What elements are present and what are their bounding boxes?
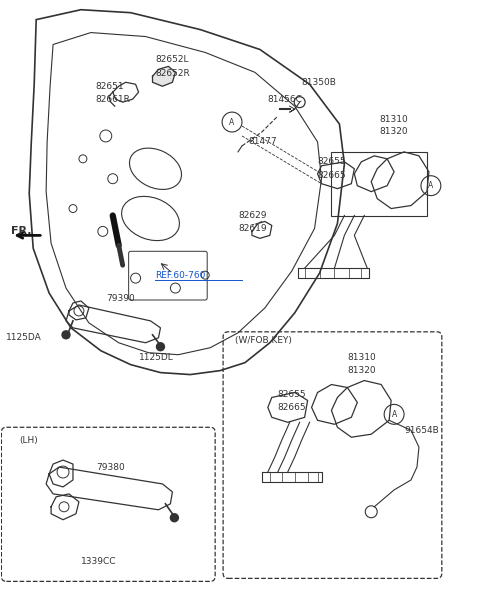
Circle shape [170,514,179,522]
Text: A: A [229,118,235,127]
Text: 81310: 81310 [379,115,408,124]
Text: 82655: 82655 [318,157,346,166]
Text: (LH): (LH) [19,436,38,444]
Text: 82651: 82651 [96,82,124,91]
Text: 91654B: 91654B [404,426,439,435]
Text: 82665: 82665 [318,171,346,180]
Text: 82655: 82655 [278,390,306,399]
Text: 81350B: 81350B [301,78,336,87]
Text: 82619: 82619 [238,224,266,233]
Circle shape [156,343,165,351]
Text: 82661R: 82661R [96,95,131,104]
Text: 1339CC: 1339CC [81,557,117,566]
Text: REF.60-760: REF.60-760 [156,271,206,280]
Text: 1125DA: 1125DA [6,333,42,343]
Text: 1125DL: 1125DL [139,353,173,362]
Text: 81477: 81477 [248,137,276,147]
Text: 81320: 81320 [348,366,376,375]
Text: (W/FOB KEY): (W/FOB KEY) [235,336,292,346]
Text: 82652R: 82652R [156,69,190,78]
Text: A: A [392,410,397,419]
Circle shape [62,331,70,339]
Text: 81310: 81310 [348,353,376,362]
Text: A: A [428,181,433,190]
Text: 81320: 81320 [379,127,408,136]
Text: 81456C: 81456C [268,95,303,104]
Text: 79390: 79390 [106,294,134,303]
Text: 79380: 79380 [96,463,125,472]
Polygon shape [153,66,175,86]
Text: FR.: FR. [12,226,32,236]
Text: 82652L: 82652L [156,55,189,64]
Text: 82629: 82629 [238,211,266,220]
Text: 82665: 82665 [278,403,306,412]
